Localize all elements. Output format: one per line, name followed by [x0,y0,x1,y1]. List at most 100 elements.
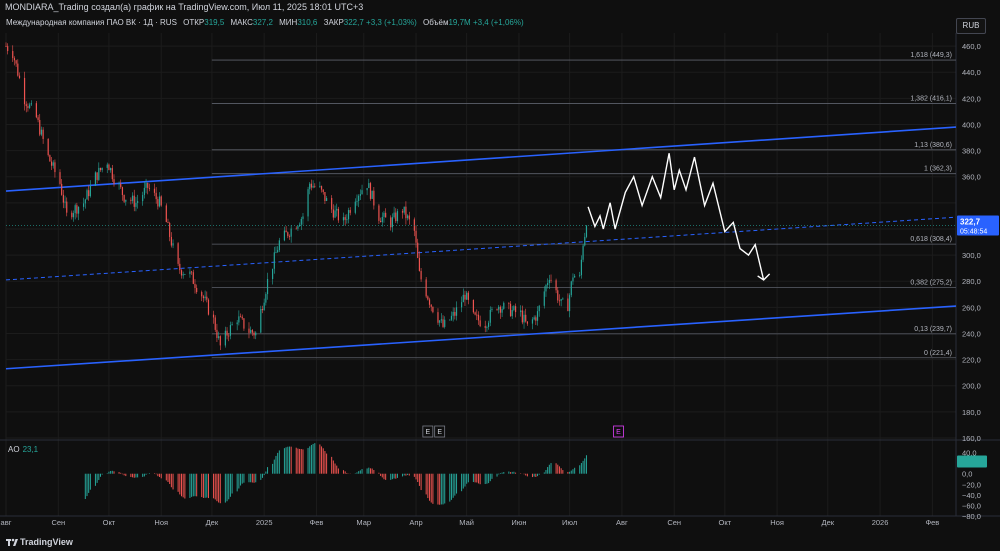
candle-body [307,189,308,216]
candle-body [461,302,462,307]
earnings-event-marker: E [435,426,445,437]
candle-body [331,198,332,209]
candle-body [572,277,573,281]
time-tick-label: Июн [511,518,526,527]
candle-body [579,275,580,276]
earnings-event-marker: E [423,426,433,437]
candle-body [571,281,572,295]
candle-body [12,51,13,58]
axes[interactable]: 460,0 440,0 420,0 400,0 380,0 360,0 300,0 280,0… [1,42,999,527]
candle-body [179,264,180,270]
candle-body [97,172,98,180]
candle-body [113,179,114,183]
candle-body [205,297,206,298]
earnings-marker-label: E [616,429,621,436]
forecast-path[interactable] [588,153,770,280]
candle-body [76,205,77,213]
price-tick-label: 440,0 [962,68,981,77]
candle-body [439,320,440,322]
candle-body [431,305,432,307]
candle-body [404,207,405,213]
candle-body [350,210,351,213]
candle-body [252,330,253,333]
candle-body [512,310,513,316]
candle-body [372,191,373,199]
candle-body [569,295,570,311]
candle-body [454,312,455,316]
candle-body [383,213,384,217]
trend-channel[interactable] [6,127,956,369]
candle-body [441,319,442,320]
candle-body [361,190,362,194]
candle-body [125,200,126,202]
candle-body [184,274,185,275]
candle-body [486,327,487,328]
candle-body [39,120,40,135]
earnings-marker-label: E [426,429,431,436]
candle-body [562,299,563,300]
candle-body [355,202,356,213]
ao-legend[interactable]: AO 23,1 [8,445,38,454]
candle-body [466,293,467,300]
channel-mid-line [6,217,956,280]
candle-body [567,299,568,312]
candle-body [525,315,526,322]
candle-body [373,191,374,206]
candle-body [370,183,371,199]
candle-body [488,323,489,327]
candle-body [215,317,216,329]
price-tick-label: 460,0 [962,42,981,51]
candle-body [75,205,76,213]
candle-body [367,188,368,190]
candle-body [297,226,298,229]
candle-body [193,272,194,284]
candle-body [178,243,179,264]
candle-body [66,202,67,213]
candle-body [324,192,325,201]
candle-body [262,309,263,310]
candle-body [420,271,421,279]
price-tick-label: 180,0 [962,408,981,417]
candle-body [547,283,548,285]
candle-body [537,311,538,321]
ao-histogram [85,443,586,505]
time-tick-label: Дек [821,518,834,527]
time-tick-label: Ноя [770,518,784,527]
candle-body [485,326,486,328]
candle-body [345,217,346,220]
candle-body [296,229,297,230]
candle-body [218,336,219,338]
price-tick-label: 240,0 [962,329,981,338]
ao-tick-label: 0,0 [962,470,972,479]
candle-body [181,270,182,275]
candle-body [172,243,173,245]
time-tick-label: Фев [925,518,939,527]
candle-body [36,103,37,117]
candle-body [522,310,523,322]
candle-body [419,258,420,271]
candle-body [503,303,504,309]
time-tick-label: Апр [409,518,422,527]
candle-body [120,184,121,187]
candle-body [582,245,583,259]
candle-body [132,196,133,201]
candle-body [272,269,273,279]
candle-body [230,325,231,336]
candle-body [238,316,239,322]
candle-body [338,209,339,220]
candle-body [442,319,443,327]
candle-body [415,231,416,243]
candle-body [313,186,314,188]
candle-body [83,203,84,206]
candle-body [61,184,62,195]
candle-body [189,272,190,275]
candle-body [501,309,502,313]
candle-body [49,155,50,161]
candle-body [539,306,540,311]
footer-brand: TradingView [20,537,73,547]
candle-body [301,219,302,225]
candle-body [98,168,99,180]
candle-body [86,190,87,199]
